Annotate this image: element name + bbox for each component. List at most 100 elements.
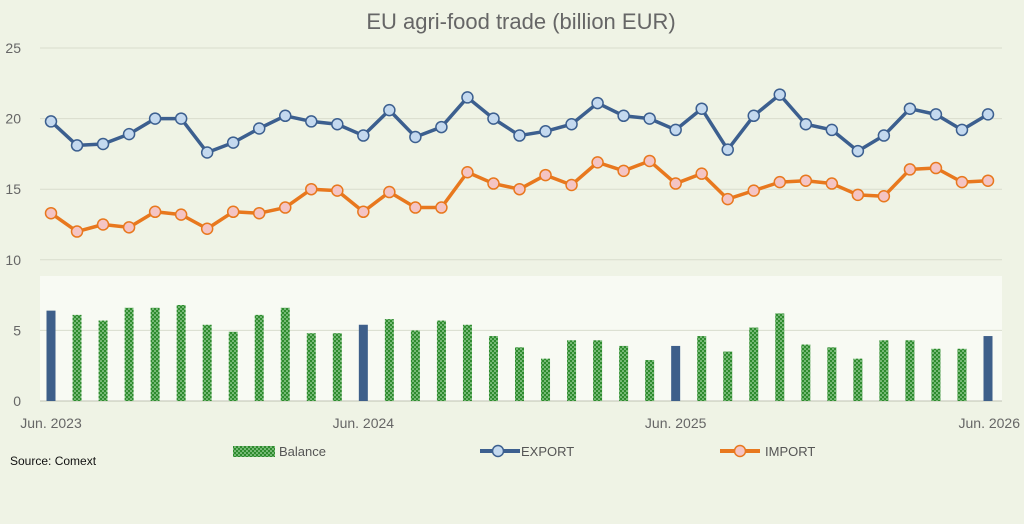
series-lines	[44, 88, 995, 238]
import-point	[226, 205, 240, 219]
export-point	[252, 122, 266, 135]
balance-bar	[957, 348, 967, 401]
balance-bar	[827, 347, 837, 401]
export-point	[877, 129, 891, 142]
balance-bar	[436, 320, 446, 401]
balance-bar	[801, 344, 811, 401]
import-point	[305, 182, 318, 196]
balance-bar	[645, 360, 655, 401]
y-tick-label: 25	[5, 40, 21, 56]
import-point	[591, 156, 604, 169]
y-tick-label: 10	[5, 252, 21, 268]
balance-bar	[306, 333, 316, 401]
legend-label-balance: Balance	[279, 444, 326, 459]
export-point	[643, 112, 656, 125]
export-point	[669, 123, 682, 137]
y-tick-label: 5	[13, 322, 21, 338]
x-tick-label: Jun. 2024	[333, 415, 395, 431]
import-point	[357, 205, 370, 219]
export-point	[226, 136, 240, 149]
import-point	[409, 201, 422, 214]
import-point	[174, 208, 188, 221]
import-point	[148, 205, 162, 219]
balance-bar	[488, 336, 498, 401]
export-point	[331, 117, 344, 131]
balance-bar	[254, 314, 264, 401]
balance-bar	[723, 351, 733, 401]
balance-bar	[124, 307, 134, 401]
source-note: Source: Comext	[10, 454, 97, 468]
import-point	[435, 201, 448, 214]
export-point	[409, 130, 422, 144]
import-point	[461, 166, 474, 179]
y-tick-label: 20	[5, 111, 21, 127]
legend-label-export: EXPORT	[521, 444, 574, 459]
import-point	[721, 192, 734, 206]
balance-bar	[541, 358, 551, 401]
import-point	[96, 218, 110, 231]
balance-bar	[462, 324, 472, 401]
legend-swatch-export-marker	[491, 444, 505, 458]
import-point	[643, 154, 656, 168]
export-point	[955, 123, 969, 137]
import-point	[799, 174, 813, 187]
export-point	[148, 112, 162, 125]
legend-swatch-import-marker	[733, 444, 747, 458]
balance-bar	[775, 313, 785, 401]
import-point	[122, 221, 136, 234]
import-point	[383, 185, 396, 199]
y-tick-label: 0	[13, 393, 21, 409]
export-point	[305, 115, 318, 128]
balance-bar	[202, 324, 212, 401]
export-point	[44, 115, 58, 128]
balance-bar	[593, 340, 603, 401]
import-point	[565, 178, 578, 192]
export-point	[929, 108, 943, 121]
balance-bar	[879, 340, 889, 401]
y-tick-label: 15	[5, 181, 21, 197]
import-point	[955, 175, 969, 189]
balance-bar	[853, 358, 863, 401]
balance-bar	[619, 345, 629, 401]
import-point	[539, 168, 552, 182]
import-point	[903, 163, 917, 176]
balance-bar	[931, 348, 941, 401]
balance-bar	[150, 307, 160, 401]
export-point	[799, 117, 813, 131]
balance-bar	[905, 340, 915, 401]
import-point	[877, 190, 891, 203]
import-point	[617, 164, 630, 178]
export-point	[513, 129, 526, 142]
import-point	[70, 225, 84, 238]
export-point	[721, 143, 734, 156]
import-point	[695, 167, 708, 180]
legend: Balance EXPORT IMPORT	[233, 444, 815, 459]
export-point	[96, 137, 110, 151]
balance-bar	[410, 330, 420, 401]
export-point	[591, 96, 604, 110]
import-point	[929, 161, 943, 175]
balance-bar	[332, 333, 342, 401]
import-point	[513, 182, 526, 196]
balance-bar	[176, 304, 186, 401]
balance-bar	[280, 307, 290, 401]
import-point	[981, 174, 995, 187]
x-tick-label: Jun. 2026	[959, 415, 1021, 431]
x-axis-labels: Jun. 2023 Jun. 2024 Jun. 2025 Jun. 2026	[20, 415, 1020, 431]
export-point	[122, 127, 136, 141]
export-point	[174, 112, 188, 125]
balance-bar	[384, 319, 394, 401]
import-point	[331, 184, 344, 197]
x-tick-label: Jun. 2025	[645, 415, 707, 431]
export-point	[825, 123, 839, 137]
import-point	[747, 184, 760, 197]
export-point	[903, 102, 917, 115]
balance-bar	[358, 324, 368, 401]
balance-bar	[567, 340, 577, 401]
export-point	[851, 144, 865, 158]
grid: 0 5 10 15 20 25	[5, 40, 1002, 409]
export-point	[357, 129, 370, 142]
balance-bar	[515, 347, 524, 401]
export-point	[200, 146, 214, 159]
import-point	[669, 177, 682, 190]
